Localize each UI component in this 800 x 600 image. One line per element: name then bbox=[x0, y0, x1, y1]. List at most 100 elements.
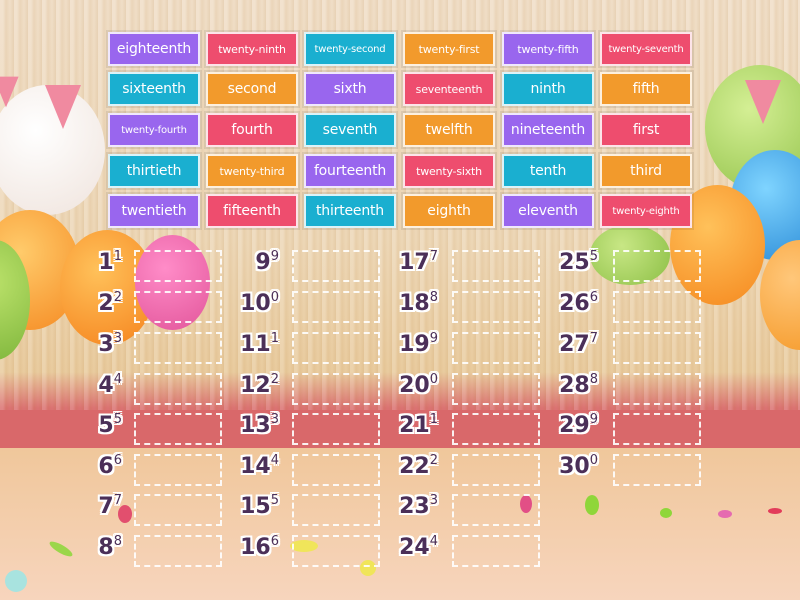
answer-tile[interactable]: twenty-eighth bbox=[598, 192, 694, 230]
answer-tile[interactable]: twenty-seventh bbox=[598, 30, 694, 68]
answer-tile[interactable]: first bbox=[598, 111, 694, 149]
number-superscript: 2 bbox=[429, 453, 438, 468]
drop-slot[interactable] bbox=[134, 454, 222, 486]
drop-slot[interactable] bbox=[292, 454, 380, 486]
drop-slot[interactable] bbox=[613, 332, 701, 364]
number-base: 21 bbox=[399, 413, 430, 438]
drop-slot[interactable] bbox=[452, 373, 540, 405]
wall-stripe bbox=[0, 410, 800, 448]
answer-tile[interactable]: fourth bbox=[204, 111, 300, 149]
number-superscript: 3 bbox=[270, 412, 279, 427]
drop-slot[interactable] bbox=[292, 535, 380, 567]
balloon-green-mid bbox=[590, 225, 670, 285]
number-superscript: 5 bbox=[113, 412, 122, 427]
drop-slot[interactable] bbox=[452, 291, 540, 323]
drop-slot[interactable] bbox=[452, 250, 540, 282]
drop-slot[interactable] bbox=[613, 250, 701, 282]
answer-tile[interactable]: eighteenth bbox=[106, 30, 202, 68]
answer-tile[interactable]: twenty-third bbox=[204, 152, 300, 190]
target-number-label: 122 bbox=[209, 372, 279, 398]
drop-slot[interactable] bbox=[292, 291, 380, 323]
answer-tile[interactable]: third bbox=[598, 152, 694, 190]
drop-slot[interactable] bbox=[452, 454, 540, 486]
drop-slot[interactable] bbox=[452, 413, 540, 445]
confetti bbox=[5, 570, 27, 592]
answer-tile[interactable]: fifth bbox=[598, 70, 694, 108]
number-superscript: 2 bbox=[113, 290, 122, 305]
answer-tile[interactable]: seventeenth bbox=[401, 70, 497, 108]
answer-tile[interactable]: tenth bbox=[500, 152, 596, 190]
target-number-label: 200 bbox=[368, 372, 438, 398]
number-superscript: 6 bbox=[589, 290, 598, 305]
target-number-label: 77 bbox=[52, 493, 122, 519]
number-superscript: 6 bbox=[270, 534, 279, 549]
drop-slot[interactable] bbox=[134, 413, 222, 445]
answer-tile[interactable]: twenty-fifth bbox=[500, 30, 596, 68]
answer-tile[interactable]: seventh bbox=[302, 111, 398, 149]
number-base: 8 bbox=[98, 535, 114, 560]
answer-tile[interactable]: twentieth bbox=[106, 192, 202, 230]
target-number-label: 211 bbox=[368, 412, 438, 438]
drop-slot[interactable] bbox=[292, 413, 380, 445]
answer-tile[interactable]: eighth bbox=[401, 192, 497, 230]
answer-tile[interactable]: twelfth bbox=[401, 111, 497, 149]
number-superscript: 0 bbox=[589, 453, 598, 468]
drop-slot[interactable] bbox=[613, 291, 701, 323]
drop-slot[interactable] bbox=[292, 494, 380, 526]
number-superscript: 5 bbox=[270, 493, 279, 508]
number-base: 17 bbox=[399, 250, 430, 275]
bunting-flag-left-2 bbox=[0, 76, 19, 108]
answer-tile[interactable]: thirteenth bbox=[302, 192, 398, 230]
confetti bbox=[520, 495, 532, 513]
drop-slot[interactable] bbox=[292, 332, 380, 364]
answer-tile[interactable]: twenty-first bbox=[401, 30, 497, 68]
answer-tile[interactable]: nineteenth bbox=[500, 111, 596, 149]
drop-slot[interactable] bbox=[134, 535, 222, 567]
answer-tile[interactable]: eleventh bbox=[500, 192, 596, 230]
target-number-label: 88 bbox=[52, 534, 122, 560]
number-superscript: 6 bbox=[113, 453, 122, 468]
drop-slot[interactable] bbox=[134, 291, 222, 323]
drop-slot[interactable] bbox=[292, 250, 380, 282]
drop-slot[interactable] bbox=[613, 454, 701, 486]
drop-slot[interactable] bbox=[292, 373, 380, 405]
drop-slot[interactable] bbox=[613, 373, 701, 405]
target-number-label: 44 bbox=[52, 372, 122, 398]
drop-slot[interactable] bbox=[134, 250, 222, 282]
number-base: 15 bbox=[240, 494, 271, 519]
answer-tile[interactable]: twenty-fourth bbox=[106, 111, 202, 149]
answer-tile[interactable]: ninth bbox=[500, 70, 596, 108]
answer-tile[interactable]: fourteenth bbox=[302, 152, 398, 190]
number-base: 14 bbox=[240, 454, 271, 479]
target-number-label: 233 bbox=[368, 493, 438, 519]
number-base: 29 bbox=[559, 413, 590, 438]
answer-tile[interactable]: sixteenth bbox=[106, 70, 202, 108]
drop-slot[interactable] bbox=[613, 413, 701, 445]
confetti bbox=[718, 510, 732, 518]
target-number-label: 99 bbox=[209, 249, 279, 275]
answer-tile[interactable]: sixth bbox=[302, 70, 398, 108]
answer-tile[interactable]: thirtieth bbox=[106, 152, 202, 190]
drop-slot[interactable] bbox=[452, 535, 540, 567]
number-superscript: 9 bbox=[589, 412, 598, 427]
drop-slot[interactable] bbox=[134, 373, 222, 405]
number-superscript: 3 bbox=[429, 493, 438, 508]
floor bbox=[0, 448, 800, 600]
drop-slot[interactable] bbox=[134, 332, 222, 364]
number-superscript: 3 bbox=[113, 331, 122, 346]
target-number-label: 244 bbox=[368, 534, 438, 560]
number-base: 26 bbox=[559, 291, 590, 316]
number-base: 9 bbox=[255, 250, 271, 275]
target-number-label: 300 bbox=[528, 453, 598, 479]
number-base: 28 bbox=[559, 373, 590, 398]
number-base: 25 bbox=[559, 250, 590, 275]
answer-tile[interactable]: twenty-second bbox=[302, 30, 398, 68]
answer-tile[interactable]: second bbox=[204, 70, 300, 108]
drop-slot[interactable] bbox=[452, 332, 540, 364]
drop-slot[interactable] bbox=[452, 494, 540, 526]
answer-tile[interactable]: fifteenth bbox=[204, 192, 300, 230]
answer-tile[interactable]: twenty-ninth bbox=[204, 30, 300, 68]
drop-slot[interactable] bbox=[134, 494, 222, 526]
target-number-label: 266 bbox=[528, 290, 598, 316]
answer-tile[interactable]: twenty-sixth bbox=[401, 152, 497, 190]
